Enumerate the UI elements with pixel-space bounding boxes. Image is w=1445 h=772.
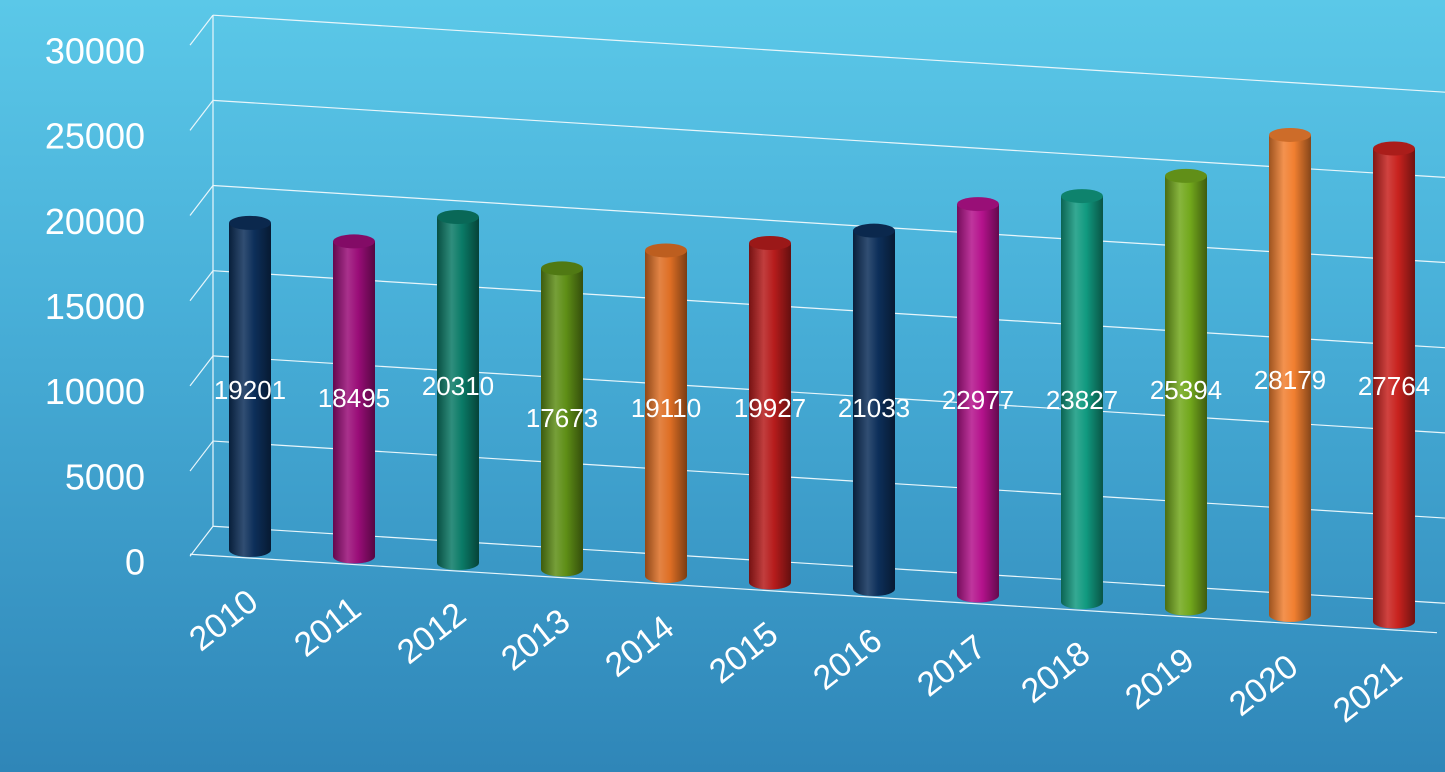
bar-body bbox=[1061, 196, 1103, 609]
data-label-2011: 18495 bbox=[318, 383, 390, 413]
bar-2015 bbox=[749, 236, 791, 590]
bar-2012 bbox=[437, 210, 479, 570]
bar-top bbox=[1373, 141, 1415, 156]
bar-top bbox=[229, 215, 271, 230]
x-tick-label: 2012 bbox=[390, 595, 473, 672]
gridline-side bbox=[189, 440, 214, 472]
x-tick-label: 2021 bbox=[1326, 654, 1409, 731]
x-tick-label: 2017 bbox=[910, 628, 993, 705]
bar-2014 bbox=[645, 243, 687, 583]
bars bbox=[229, 127, 1415, 629]
y-tick-label: 25000 bbox=[45, 116, 145, 157]
bar-body bbox=[1269, 134, 1311, 622]
bar-body bbox=[437, 217, 479, 570]
bar-top bbox=[437, 210, 479, 225]
x-tick-label: 2014 bbox=[598, 608, 681, 685]
gridline bbox=[212, 14, 1445, 93]
x-tick-label: 2015 bbox=[702, 615, 785, 692]
data-label-2010: 19201 bbox=[214, 375, 286, 405]
gridline bbox=[212, 270, 1445, 349]
y-tick-label: 15000 bbox=[45, 286, 145, 327]
bar-top bbox=[1165, 168, 1207, 183]
bar-2016 bbox=[853, 223, 895, 597]
data-label-2012: 20310 bbox=[422, 371, 494, 401]
data-label-2017: 22977 bbox=[942, 385, 1014, 415]
x-tick-label: 2016 bbox=[806, 621, 889, 698]
bar-body bbox=[1373, 148, 1415, 629]
gridline-side bbox=[189, 185, 214, 216]
y-axis-ticks: 0 5000 10000 15000 20000 25000 30000 bbox=[45, 30, 145, 582]
y-tick-label: 5000 bbox=[65, 456, 145, 497]
bar-body bbox=[333, 241, 375, 564]
bar-top bbox=[1269, 127, 1311, 142]
x-tick-label: 2020 bbox=[1222, 647, 1305, 724]
bar-body bbox=[1165, 175, 1207, 616]
y-tick-label: 0 bbox=[125, 542, 145, 583]
bar-top bbox=[1061, 189, 1103, 204]
bar-2011 bbox=[333, 234, 375, 564]
bar-top bbox=[541, 261, 583, 276]
bar-body bbox=[853, 230, 895, 597]
gridline bbox=[212, 99, 1445, 178]
data-label-2020: 28179 bbox=[1254, 365, 1326, 395]
data-label-2016: 21033 bbox=[838, 393, 910, 423]
data-label-2021: 27764 bbox=[1358, 371, 1430, 401]
y-tick-label: 20000 bbox=[45, 201, 145, 242]
data-label-2014: 19110 bbox=[631, 393, 701, 423]
data-label-2018: 23827 bbox=[1046, 385, 1118, 415]
gridline bbox=[212, 184, 1445, 264]
bar-top bbox=[957, 197, 999, 212]
data-label-2013: 17673 bbox=[526, 403, 598, 433]
bar-2010 bbox=[229, 215, 271, 557]
x-tick-label: 2019 bbox=[1118, 641, 1201, 718]
gridline-side bbox=[189, 270, 214, 302]
gridline bbox=[212, 525, 1445, 604]
bar-top bbox=[333, 234, 375, 249]
x-tick-label: 2018 bbox=[1014, 634, 1097, 711]
bar-top bbox=[853, 223, 895, 238]
bar-2019 bbox=[1165, 168, 1207, 616]
bar-body bbox=[957, 204, 999, 603]
bar-body bbox=[541, 268, 583, 577]
data-label-2015: 19927 bbox=[734, 393, 806, 423]
gridline bbox=[212, 355, 1445, 434]
bar-2017 bbox=[957, 197, 999, 603]
bar-body bbox=[749, 243, 791, 590]
x-tick-label: 2011 bbox=[287, 589, 368, 664]
floor-front-edge bbox=[189, 553, 1438, 634]
x-axis-ticks: 2010 2011 2012 2013 2014 2015 2016 2017 2018 2019… bbox=[182, 582, 1409, 730]
bar-2020 bbox=[1269, 127, 1311, 622]
gridline-side bbox=[189, 99, 214, 131]
bar-top bbox=[749, 236, 791, 251]
gridline-side bbox=[189, 355, 214, 387]
bar-2021 bbox=[1373, 141, 1415, 629]
y-tick-label: 30000 bbox=[45, 30, 145, 71]
x-tick-label: 2010 bbox=[182, 582, 265, 659]
gridline bbox=[212, 440, 1445, 519]
bar-body bbox=[645, 250, 687, 583]
gridlines bbox=[189, 14, 1445, 634]
data-labels: 19201 18495 20310 17673 19110 19927 21033 22977… bbox=[214, 365, 1430, 433]
x-tick-label: 2013 bbox=[494, 602, 577, 679]
bar-2013 bbox=[541, 261, 583, 577]
y-tick-label: 10000 bbox=[45, 371, 145, 412]
bar-top bbox=[645, 243, 687, 258]
gridline-side bbox=[189, 525, 214, 557]
bar-body bbox=[229, 222, 271, 557]
gridline-side bbox=[189, 14, 214, 46]
bar-2018 bbox=[1061, 189, 1103, 609]
data-label-2019: 25394 bbox=[1150, 375, 1222, 405]
